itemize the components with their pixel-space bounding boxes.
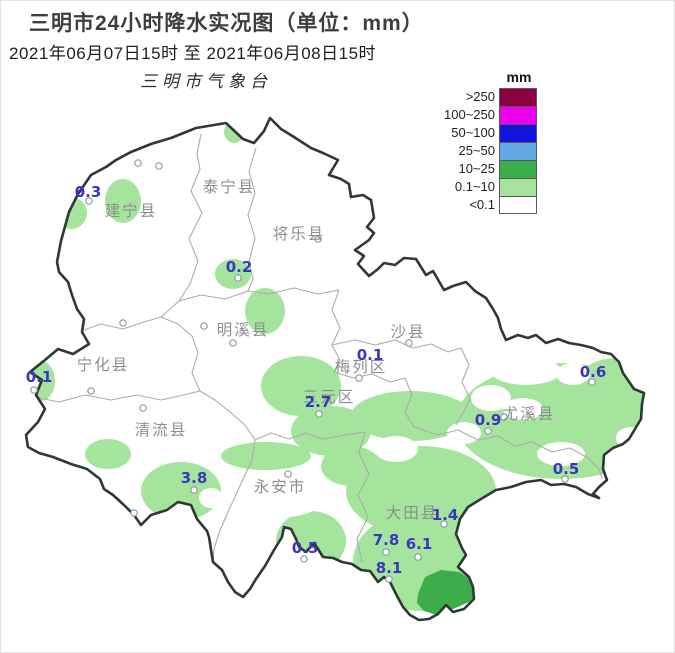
station-marker bbox=[405, 339, 413, 347]
legend-swatch bbox=[499, 106, 537, 124]
legend-label: 100~250 bbox=[444, 107, 495, 122]
station-value: 0.1 bbox=[357, 346, 384, 364]
station-value: 0.5 bbox=[553, 460, 580, 478]
station-value: 3.8 bbox=[181, 469, 208, 487]
county-label: 三元区 bbox=[303, 389, 356, 406]
station-value: 0.3 bbox=[75, 183, 102, 201]
legend-row: 25~50 bbox=[429, 142, 545, 160]
station-marker bbox=[139, 404, 147, 412]
station-marker bbox=[561, 475, 569, 483]
station-values: 0.3 0.2 0.1 0.1 2.7 0.9 0.6 0.5 3.8 0.5 … bbox=[26, 183, 607, 577]
legend-row: 100~250 bbox=[429, 106, 545, 124]
station-marker bbox=[119, 319, 127, 327]
county-label: 大田县 bbox=[386, 504, 439, 522]
station-value: 0.9 bbox=[475, 411, 502, 429]
legend-label: 10~25 bbox=[458, 161, 495, 176]
page-title: 三明市24小时降水实况图（单位：mm） bbox=[29, 12, 424, 35]
station-marker bbox=[440, 520, 448, 528]
station-marker bbox=[134, 159, 142, 167]
legend-row: 50~100 bbox=[429, 124, 545, 142]
station-marker bbox=[500, 413, 508, 421]
station-value: 0.1 bbox=[26, 368, 53, 386]
station-marker bbox=[300, 555, 308, 563]
station-marker bbox=[588, 378, 596, 386]
station-value: 0.2 bbox=[226, 258, 253, 276]
dry-area bbox=[199, 355, 644, 517]
legend-row: 10~25 bbox=[429, 160, 545, 178]
station-marker bbox=[314, 235, 322, 243]
county-label: 宁化县 bbox=[77, 356, 130, 374]
station-marker bbox=[30, 386, 38, 394]
station-marker bbox=[190, 486, 198, 494]
legend-swatch bbox=[499, 160, 537, 178]
legend-label: 50~100 bbox=[451, 125, 495, 140]
station-marker bbox=[155, 162, 163, 170]
city-border bbox=[24, 116, 646, 622]
station-value: 0.6 bbox=[580, 363, 607, 381]
legend-swatch bbox=[499, 196, 537, 214]
legend-swatch bbox=[499, 88, 537, 106]
station-value: 0.5 bbox=[292, 539, 319, 557]
county-label: 梅列区 bbox=[335, 358, 388, 376]
station-marker bbox=[87, 387, 95, 395]
legend-unit: mm bbox=[506, 69, 532, 85]
station-marker bbox=[414, 553, 422, 561]
station-value: 1.4 bbox=[432, 506, 459, 524]
legend-swatch bbox=[499, 142, 537, 160]
station-marker bbox=[355, 374, 363, 382]
station-value: 7.8 bbox=[373, 531, 400, 549]
county-borders bbox=[34, 133, 603, 564]
county-label: 清流县 bbox=[135, 421, 188, 439]
station-marker bbox=[284, 470, 292, 478]
county-label: 建宁县 bbox=[105, 202, 158, 220]
date-range: 2021年06月07日15时 至 2021年06月08日15时 bbox=[9, 44, 377, 63]
legend: mm >250 100~250 50~100 25~50 10~25 0.1~1… bbox=[429, 69, 545, 214]
station-marker bbox=[382, 548, 390, 556]
rain-area-heavy bbox=[417, 570, 478, 615]
station-marker bbox=[229, 339, 237, 347]
legend-row: >250 bbox=[429, 88, 545, 106]
legend-swatch bbox=[499, 124, 537, 142]
county-label: 泰宁县 bbox=[203, 178, 256, 196]
station-marker bbox=[85, 197, 93, 205]
station-marker bbox=[130, 509, 138, 517]
legend-row: 0.1~10 bbox=[429, 178, 545, 196]
station-marker bbox=[484, 427, 492, 435]
county-label: 明溪县 bbox=[217, 321, 270, 339]
station-value: 8.1 bbox=[376, 559, 403, 577]
county-label: 尤溪县 bbox=[503, 405, 556, 423]
legend-row: <0.1 bbox=[429, 196, 545, 214]
county-label: 永安市 bbox=[254, 478, 307, 496]
legend-label: >250 bbox=[465, 89, 495, 104]
legend-label: 0.1~10 bbox=[454, 179, 495, 194]
station-marker bbox=[315, 410, 323, 418]
legend-label: <0.1 bbox=[469, 197, 495, 212]
legend-swatch bbox=[499, 178, 537, 196]
station-marker bbox=[385, 575, 393, 583]
station-markers bbox=[30, 159, 596, 583]
county-labels: 泰宁县 建宁县 将乐县 明溪县 沙县 宁化县 梅列区 三元区 清流县 尤溪县 永… bbox=[77, 178, 556, 522]
station-marker bbox=[200, 322, 208, 330]
county-label: 沙县 bbox=[390, 324, 425, 341]
station-value: 2.7 bbox=[305, 393, 332, 411]
station-marker bbox=[234, 274, 242, 282]
legend-label: 25~50 bbox=[458, 143, 495, 158]
county-label: 将乐县 bbox=[273, 225, 326, 243]
source-agency: 三明市气象台 bbox=[140, 72, 272, 91]
station-value: 6.1 bbox=[406, 535, 433, 553]
